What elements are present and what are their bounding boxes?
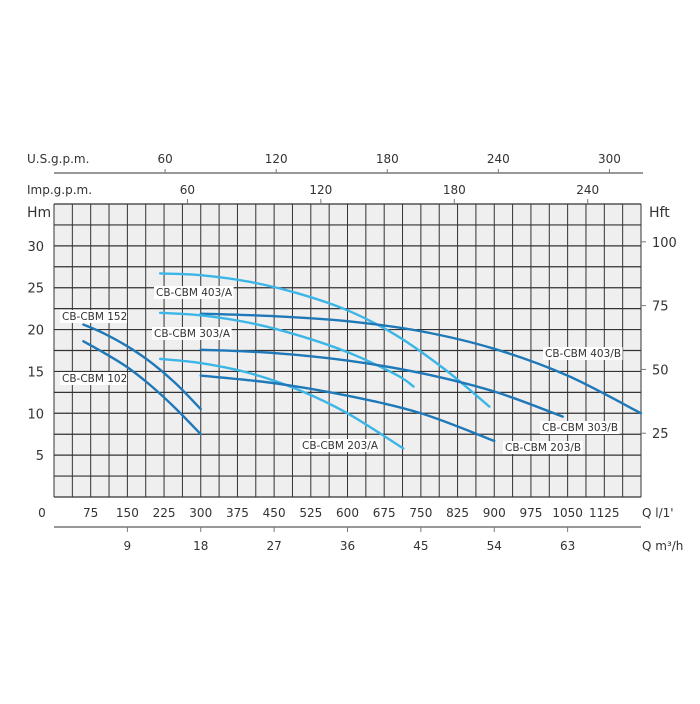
x-tick-label: 750 bbox=[409, 506, 432, 520]
usgpm-axis-label: U.S.g.p.m. bbox=[27, 152, 89, 166]
series-label-cb-cbm-152: CB-CBM 152 bbox=[62, 311, 127, 323]
curve-cb-cbm-403-b bbox=[199, 312, 643, 415]
x-tick-label: 75 bbox=[83, 506, 98, 520]
curve-cb-cbm-203-a bbox=[158, 357, 405, 450]
m3h-tick-label: 27 bbox=[266, 539, 281, 553]
y2-tick-label: 50 bbox=[652, 363, 669, 378]
y2-tick-label: 75 bbox=[652, 300, 669, 315]
usgpm-tick-label: 180 bbox=[376, 152, 399, 166]
m3h-tick-label: 45 bbox=[413, 539, 428, 553]
x-tick-label: 525 bbox=[299, 506, 322, 520]
x-tick-label: 1050 bbox=[552, 506, 583, 520]
m3h-tick-label: 18 bbox=[193, 539, 208, 553]
curve-cb-cbm-152 bbox=[82, 323, 202, 411]
x-tick-label: 1125 bbox=[589, 506, 620, 520]
x-tick-label: 150 bbox=[116, 506, 139, 520]
x-tick-label: 0 bbox=[38, 506, 46, 520]
y2-tick-label: 100 bbox=[652, 236, 677, 251]
label-bg-cb-cbm-203-a bbox=[300, 439, 380, 452]
y-tick-label: 5 bbox=[36, 449, 44, 464]
curve-cb-cbm-303-a bbox=[158, 311, 415, 388]
label-bg-cb-cbm-303-b bbox=[540, 421, 620, 434]
y2-axis-label: Hft bbox=[649, 205, 670, 221]
x-tick-label: 675 bbox=[373, 506, 396, 520]
label-bg-cb-cbm-152 bbox=[60, 310, 127, 323]
m3h-tick-label: 54 bbox=[487, 539, 502, 553]
impgpm-axis-label: Imp.g.p.m. bbox=[27, 183, 92, 197]
y-tick-label: 30 bbox=[27, 240, 44, 255]
y-tick-label: 10 bbox=[27, 407, 44, 422]
x-tick-label: 450 bbox=[263, 506, 286, 520]
usgpm-tick-label: 120 bbox=[265, 152, 288, 166]
series-label-cb-cbm-403-b: CB-CBM 403/B bbox=[545, 348, 621, 360]
label-bg-cb-cbm-403-b bbox=[543, 347, 623, 360]
x-tick-label: 600 bbox=[336, 506, 359, 520]
series-label-cb-cbm-102: CB-CBM 102 bbox=[62, 373, 127, 385]
y-tick-label: 20 bbox=[27, 324, 44, 339]
impgpm-tick-label: 180 bbox=[443, 183, 466, 197]
label-bg-cb-cbm-102 bbox=[60, 372, 127, 385]
label-bg-cb-cbm-203-b bbox=[503, 441, 583, 454]
series-label-cb-cbm-303-a: CB-CBM 303/A bbox=[154, 328, 231, 340]
series-label-cb-cbm-203-a: CB-CBM 203/A bbox=[302, 440, 379, 452]
x-axis-label: Q l/1' bbox=[642, 506, 674, 520]
x-tick-label: 375 bbox=[226, 506, 249, 520]
m3h-axis-label: Q m³/h bbox=[642, 539, 683, 553]
impgpm-tick-label: 120 bbox=[309, 183, 332, 197]
curve-cb-cbm-102 bbox=[82, 340, 202, 436]
curve-cb-cbm-303-b bbox=[199, 348, 564, 418]
label-bg-cb-cbm-403-a bbox=[154, 286, 234, 299]
usgpm-tick-label: 240 bbox=[487, 152, 510, 166]
usgpm-tick-label: 60 bbox=[157, 152, 172, 166]
curve-cb-cbm-203-b bbox=[199, 374, 496, 443]
usgpm-tick-label: 300 bbox=[598, 152, 621, 166]
x-tick-label: 975 bbox=[519, 506, 542, 520]
y2-tick-label: 25 bbox=[652, 427, 669, 442]
y-tick-label: 15 bbox=[27, 365, 44, 380]
y-axis-label: Hm bbox=[27, 205, 51, 221]
series-label-cb-cbm-203-b: CB-CBM 203/B bbox=[505, 442, 581, 454]
x-tick-label: 825 bbox=[446, 506, 469, 520]
series-label-cb-cbm-403-a: CB-CBM 403/A bbox=[156, 287, 233, 299]
impgpm-tick-label: 60 bbox=[180, 183, 195, 197]
m3h-tick-label: 9 bbox=[124, 539, 132, 553]
impgpm-tick-label: 240 bbox=[576, 183, 599, 197]
series-label-cb-cbm-303-b: CB-CBM 303/B bbox=[542, 422, 618, 434]
x-tick-label: 225 bbox=[153, 506, 176, 520]
m3h-tick-label: 63 bbox=[560, 539, 575, 553]
label-bg-cb-cbm-303-a bbox=[152, 327, 232, 340]
x-tick-label: 900 bbox=[483, 506, 506, 520]
x-tick-label: 300 bbox=[189, 506, 212, 520]
curve-cb-cbm-403-a bbox=[158, 272, 491, 408]
m3h-tick-label: 36 bbox=[340, 539, 355, 553]
y-tick-label: 25 bbox=[27, 282, 44, 297]
